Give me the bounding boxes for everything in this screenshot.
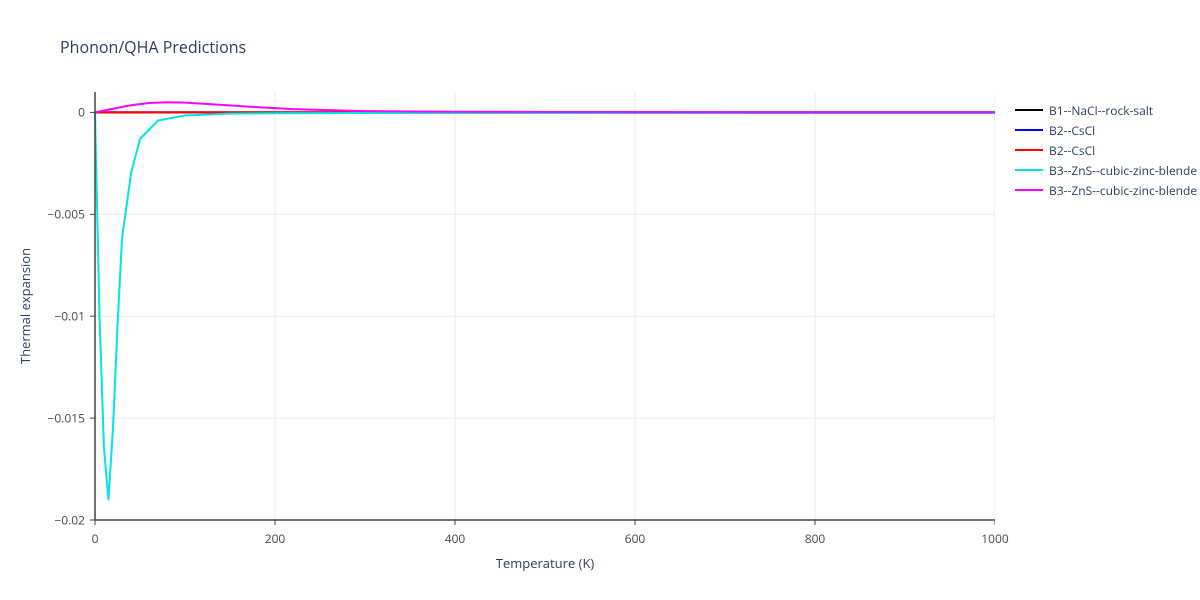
legend-swatch (1015, 149, 1043, 151)
chart-container: Phonon/QHA Predictions Temperature (K) T… (0, 0, 1200, 600)
plot-area[interactable] (95, 92, 995, 520)
x-tick-label: 600 (625, 530, 646, 547)
y-tick-label: 0 (45, 104, 85, 121)
series-line[interactable] (95, 112, 995, 499)
series-line[interactable] (95, 102, 995, 112)
legend-item[interactable]: B2--CsCl (1015, 120, 1197, 140)
y-tick-label: −0.01 (45, 308, 85, 325)
x-tick-label: 1000 (981, 530, 1008, 547)
legend-item[interactable]: B3--ZnS--cubic-zinc-blende (1015, 160, 1197, 180)
legend-label: B3--ZnS--cubic-zinc-blende (1049, 162, 1197, 179)
x-tick-label: 200 (265, 530, 286, 547)
legend-swatch (1015, 109, 1043, 111)
x-axis-label: Temperature (K) (496, 554, 595, 572)
y-tick-label: −0.015 (45, 410, 85, 427)
x-tick-label: 0 (92, 530, 99, 547)
legend-item[interactable]: B3--ZnS--cubic-zinc-blende (1015, 180, 1197, 200)
legend-label: B2--CsCl (1049, 142, 1095, 159)
x-tick-label: 800 (805, 530, 826, 547)
chart-svg (89, 92, 995, 526)
legend-label: B3--ZnS--cubic-zinc-blende (1049, 182, 1197, 199)
y-tick-label: −0.02 (45, 512, 85, 529)
y-tick-label: −0.005 (45, 206, 85, 223)
legend[interactable]: B1--NaCl--rock-salt B2--CsCl B2--CsCl B3--Z… (1015, 100, 1197, 200)
legend-swatch (1015, 169, 1043, 171)
x-tick-label: 400 (445, 530, 466, 547)
legend-label: B1--NaCl--rock-salt (1049, 102, 1153, 119)
legend-item[interactable]: B2--CsCl (1015, 140, 1197, 160)
legend-swatch (1015, 129, 1043, 131)
legend-swatch (1015, 189, 1043, 191)
legend-label: B2--CsCl (1049, 122, 1095, 139)
y-axis-label: Thermal expansion (16, 248, 34, 364)
chart-title: Phonon/QHA Predictions (60, 36, 246, 58)
legend-item[interactable]: B1--NaCl--rock-salt (1015, 100, 1197, 120)
